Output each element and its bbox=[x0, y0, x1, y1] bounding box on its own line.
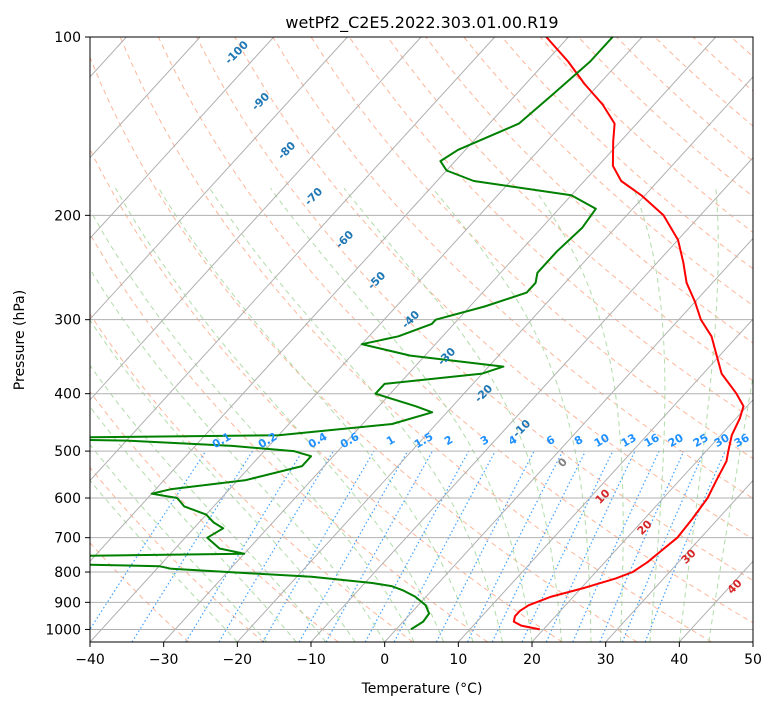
isotherm-line bbox=[90, 37, 569, 563]
dry-adiabat-line bbox=[157, 37, 753, 624]
isotherm-line bbox=[163, 37, 717, 642]
y-axis-ticks: 100 200 300 400 500 600 700 800 900 1000 bbox=[45, 30, 90, 638]
plot-area: -100-90-80-70-60-50-40-30-20-10010203040… bbox=[90, 37, 753, 642]
x-tick-label: 10 bbox=[449, 652, 467, 668]
y-tick-label: 200 bbox=[54, 208, 81, 224]
moist-adiabat-line bbox=[90, 364, 327, 642]
moist-adiabat-line bbox=[678, 188, 719, 642]
dry-adiabat-line bbox=[90, 233, 488, 642]
isotherm-line bbox=[310, 156, 753, 642]
y-tick-label: 500 bbox=[54, 444, 81, 460]
y-axis-label: Pressure (hPa) bbox=[12, 290, 28, 390]
moist-adiabat-line bbox=[270, 187, 533, 642]
y-tick-label: 800 bbox=[54, 565, 81, 581]
dry-adiabat-line bbox=[348, 37, 753, 420]
isotherm-line bbox=[236, 76, 753, 642]
x-axis-ticks: −40 −30 −20 −10 0 10 20 30 40 50 bbox=[75, 642, 762, 668]
data-series bbox=[90, 37, 745, 631]
y-tick-label: 900 bbox=[54, 595, 81, 611]
mixing-ratio-lines bbox=[90, 450, 726, 642]
isotherm-line bbox=[531, 399, 753, 642]
dewpoint-line bbox=[90, 37, 614, 631]
moist-adiabat-line bbox=[633, 188, 666, 642]
moist-adiabat-line bbox=[90, 268, 386, 642]
isotherm-line bbox=[90, 37, 643, 642]
isotherm-line bbox=[90, 37, 201, 159]
x-tick-label: −20 bbox=[223, 652, 253, 668]
isotherm-line bbox=[457, 318, 753, 642]
mixing-ratio-line bbox=[185, 450, 304, 642]
dry-adiabat-line bbox=[463, 37, 753, 307]
x-tick-label: 50 bbox=[744, 652, 762, 668]
isotherms bbox=[90, 37, 753, 642]
dry-adiabat-line bbox=[90, 466, 264, 642]
moist-adiabat-line bbox=[343, 187, 562, 642]
isotherm-line bbox=[90, 37, 422, 401]
y-tick-label: 700 bbox=[54, 531, 81, 547]
isotherm-line bbox=[90, 37, 496, 482]
x-tick-label: 40 bbox=[670, 652, 688, 668]
x-tick-label: −10 bbox=[296, 652, 326, 668]
mixing-ratio-line bbox=[393, 450, 496, 642]
y-tick-label: 1000 bbox=[45, 622, 81, 638]
mixing-ratio-line bbox=[621, 450, 705, 642]
isobars bbox=[90, 37, 753, 630]
isotherm-line bbox=[605, 479, 753, 642]
dry-adiabat-line bbox=[90, 148, 563, 642]
dry-adiabat-line bbox=[196, 37, 753, 582]
x-tick-label: 30 bbox=[597, 652, 615, 668]
moist-adiabat-line bbox=[533, 187, 624, 642]
x-tick-label: 0 bbox=[380, 652, 389, 668]
plot-frame bbox=[89, 36, 754, 643]
mixing-ratio-line bbox=[466, 450, 564, 642]
dry-adiabat-line bbox=[272, 37, 753, 499]
mixing-ratio-line bbox=[325, 450, 434, 642]
mixing-ratio-line bbox=[90, 450, 207, 631]
mixing-ratio-line bbox=[599, 450, 685, 642]
isotherm-line bbox=[90, 37, 275, 240]
x-axis-label: Temperature (°C) bbox=[361, 681, 483, 697]
y-tick-label: 600 bbox=[54, 491, 81, 507]
x-tick-label: −30 bbox=[149, 652, 179, 668]
temperature-line bbox=[512, 37, 745, 631]
isotherm-line bbox=[90, 37, 348, 320]
chart-title: wetPf2_C2E5.2022.303.01.00.R19 bbox=[285, 13, 558, 33]
isotherm-line bbox=[384, 237, 753, 642]
x-tick-label: 20 bbox=[523, 652, 541, 668]
dry-adiabat-line bbox=[387, 37, 753, 382]
mixing-ratio-line bbox=[572, 450, 660, 642]
y-tick-label: 300 bbox=[54, 313, 81, 329]
y-tick-label: 400 bbox=[54, 387, 81, 403]
x-tick-label: −40 bbox=[75, 652, 105, 668]
mixing-ratio-line bbox=[131, 450, 254, 642]
moist-adiabat-line bbox=[158, 187, 474, 642]
y-tick-label: 100 bbox=[54, 30, 81, 46]
moist-adiabat-line bbox=[90, 319, 356, 642]
mixing-ratio-line bbox=[364, 450, 470, 642]
